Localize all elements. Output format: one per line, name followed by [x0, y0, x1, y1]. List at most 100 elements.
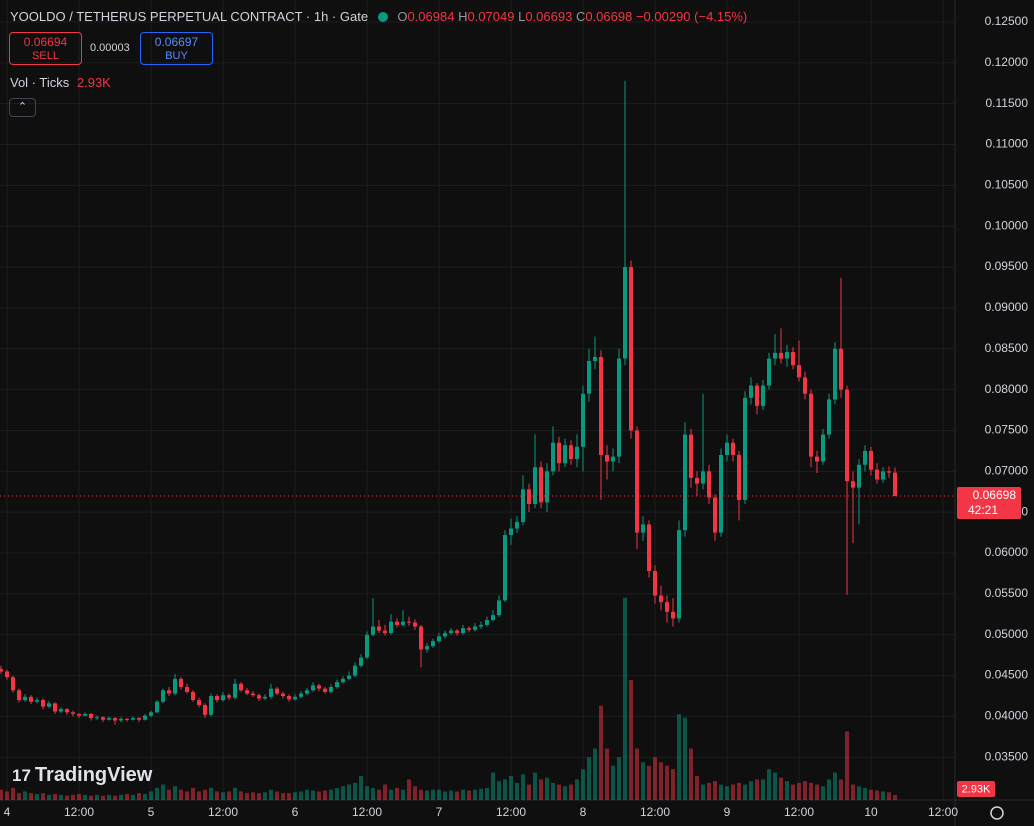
volume-bar [197, 791, 201, 800]
collapse-button[interactable]: ⌃ [9, 98, 36, 117]
symbol: YOOLDO / TETHERUS PERPETUAL CONTRACT · 1… [10, 9, 369, 24]
volume-bar [179, 789, 183, 800]
candle-body [113, 718, 117, 721]
candle-body [353, 665, 357, 676]
volume-bar [191, 788, 195, 800]
y-tick-label: 0.08500 [985, 341, 1029, 355]
volume-bar [701, 784, 705, 800]
candle-body [785, 352, 789, 359]
volume-bar [527, 784, 531, 800]
volume-bar [155, 788, 159, 800]
candle-body [779, 352, 783, 359]
volume-bar [497, 781, 501, 800]
candle-body [119, 718, 123, 721]
candle-body [407, 621, 411, 623]
volume-bar [203, 789, 207, 800]
volume-bar [335, 788, 339, 800]
volume-bar [245, 793, 249, 800]
volume-bar [275, 791, 279, 800]
symbol-title: YOOLDO / TETHERUS PERPETUAL CONTRACT · 1… [10, 9, 747, 24]
volume-bar [227, 791, 231, 800]
volume-bar [95, 794, 99, 800]
x-tick-label: 12:00 [640, 805, 670, 819]
buy-label: BUY [165, 50, 188, 62]
candle-body [515, 521, 519, 529]
candle-body [125, 718, 129, 720]
candle-body [557, 442, 561, 464]
y-tick-label: 0.06000 [985, 545, 1029, 559]
volume-bar [851, 784, 855, 800]
candle-body [893, 472, 897, 496]
candle-body [485, 620, 489, 625]
y-tick-label: 0.05500 [985, 586, 1029, 600]
candle-body [65, 709, 69, 713]
candle-body [629, 267, 633, 431]
candle-body [479, 624, 483, 627]
candle-body [635, 430, 639, 533]
volume-bar [389, 789, 393, 800]
volume-bar [131, 794, 135, 800]
candle-body [221, 695, 225, 701]
volume-bar [305, 789, 309, 800]
volume-bar [629, 680, 633, 800]
volume-bar [521, 774, 525, 800]
candle-body [131, 718, 135, 720]
sell-label: SELL [32, 50, 59, 62]
volume-bar [407, 779, 411, 800]
candle-body [497, 600, 501, 616]
volume-bar [647, 765, 651, 800]
candle-body [647, 524, 651, 571]
volume-bar [491, 772, 495, 800]
candle-body [251, 693, 255, 696]
candle-body [863, 450, 867, 465]
candle-body [797, 365, 801, 378]
candle-body [287, 695, 291, 700]
candle-body [209, 695, 213, 715]
y-tick-label: 0.09500 [985, 259, 1029, 273]
volume-bar [257, 793, 261, 800]
sell-button[interactable]: 0.06694 SELL [9, 32, 82, 65]
countdown: 42:21 [968, 503, 998, 517]
volume-bar [11, 788, 15, 800]
candle-body [275, 688, 279, 694]
volume-bar [395, 788, 399, 800]
volume-bar [809, 782, 813, 800]
candle-body [653, 570, 657, 596]
last-price-label: 0.06698 [973, 488, 1017, 502]
candle-body [467, 628, 471, 630]
c-value: 0.06698 [585, 9, 633, 24]
candle-body [0, 669, 3, 672]
volume-bar [695, 776, 699, 800]
candle-body [239, 683, 243, 691]
candle-body [455, 630, 459, 634]
volume-bar [473, 789, 477, 800]
volume-bar [533, 772, 537, 800]
settings-icon [990, 806, 1004, 820]
candle-body [35, 700, 39, 702]
volume-bar [137, 793, 141, 800]
volume-bar [251, 792, 255, 800]
volume-bar [881, 791, 885, 800]
volume-bar [269, 789, 273, 800]
candle-body [227, 695, 231, 698]
volume-bar [485, 788, 489, 800]
volume-bar [233, 788, 237, 800]
volume-bar [761, 779, 765, 800]
candle-body [725, 442, 729, 455]
o-label: O [397, 9, 408, 24]
volume-bar [659, 762, 663, 800]
y-tick-label: 0.11500 [986, 96, 1029, 110]
volume-bar [641, 762, 645, 800]
volume-bar [665, 765, 669, 800]
x-tick-label: 4 [4, 805, 11, 819]
candle-body [509, 528, 513, 536]
volume-bar [17, 793, 21, 800]
volume-bar [773, 772, 777, 800]
candle-body [311, 685, 315, 691]
x-tick-label: 12:00 [64, 805, 94, 819]
candle-body [575, 446, 579, 460]
buy-button[interactable]: 0.06697 BUY [140, 32, 213, 65]
volume-bar [839, 779, 843, 800]
candle-body [305, 690, 309, 694]
candle-body [533, 467, 537, 505]
